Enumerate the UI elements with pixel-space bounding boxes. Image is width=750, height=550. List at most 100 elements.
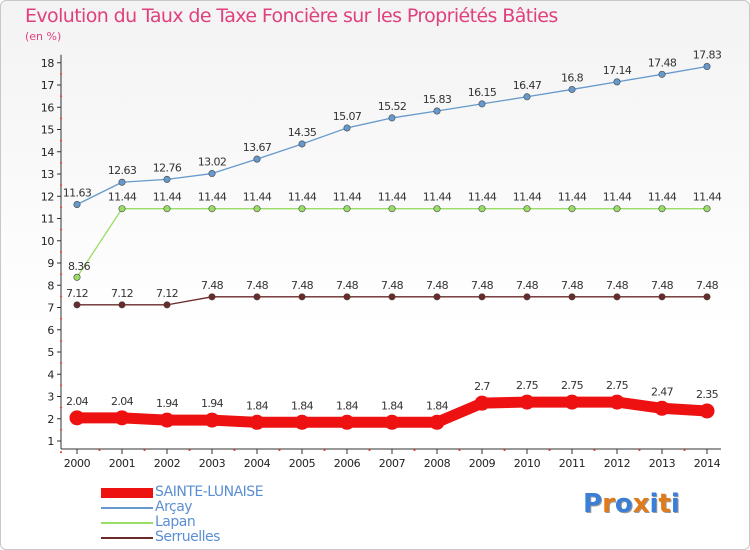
data-point (703, 293, 711, 301)
y-tick-label: 14 (41, 146, 55, 159)
legend-label: SAINTE-LUNAISE (155, 484, 264, 500)
data-point (163, 301, 171, 309)
data-label: 11.44 (108, 191, 137, 204)
data-point (523, 93, 531, 101)
data-point (118, 205, 126, 213)
y-tick-label: 16 (41, 101, 55, 114)
data-point (429, 414, 445, 430)
y-minor-dot (60, 139, 62, 142)
logo-letter: i (649, 489, 659, 519)
data-point (388, 205, 396, 213)
data-point (208, 293, 216, 301)
legend-swatch (101, 537, 153, 539)
data-point (474, 395, 490, 411)
y-minor-dot (60, 428, 62, 431)
data-label: 11.44 (333, 191, 362, 204)
x-tick-label: 2003 (199, 457, 226, 470)
y-minor-dot (60, 206, 62, 209)
y-minor-dot (60, 317, 62, 320)
y-tick-label: 12 (41, 190, 54, 203)
x-minor-dot (278, 449, 281, 451)
data-point (654, 400, 670, 416)
y-minor-dot (60, 250, 62, 253)
x-minor-dot (503, 449, 506, 451)
data-point (609, 394, 625, 410)
y-tick-label: 11 (41, 213, 54, 226)
data-label: 1.84 (381, 399, 404, 412)
logo-letter: o (614, 489, 633, 519)
data-label: 17.14 (603, 64, 632, 77)
data-label: 2.04 (111, 395, 134, 408)
data-point (388, 293, 396, 301)
logo-letter: x (632, 489, 650, 519)
y-tick-label: 10 (41, 235, 55, 248)
y-tick-label: 8 (47, 279, 54, 292)
data-point (343, 205, 351, 213)
data-label: 7.48 (696, 279, 719, 292)
data-point (658, 293, 666, 301)
data-point (208, 170, 216, 178)
data-label: 15.52 (378, 100, 407, 113)
data-label: 11.44 (603, 191, 632, 204)
data-label: 11.44 (378, 191, 407, 204)
x-tick-label: 2004 (244, 457, 271, 470)
data-label: 1.84 (426, 399, 449, 412)
data-point (703, 205, 711, 213)
data-point (163, 175, 171, 183)
y-tick-label: 18 (41, 57, 55, 70)
y-tick-label: 17 (41, 79, 55, 92)
legend-label: Serruelles (155, 529, 220, 545)
data-point (658, 205, 666, 213)
data-label: 7.48 (516, 279, 539, 292)
x-minor-dot (458, 449, 461, 451)
data-label: 12.63 (108, 164, 137, 177)
data-label: 7.48 (201, 279, 224, 292)
data-label: 2.7 (474, 380, 490, 393)
data-point (384, 414, 400, 430)
x-minor-dot (413, 449, 416, 451)
data-label: 1.94 (201, 397, 224, 410)
data-label: 17.83 (693, 49, 722, 62)
x-tick-label: 2009 (469, 457, 496, 470)
data-point (699, 403, 715, 419)
data-label: 11.44 (153, 191, 182, 204)
series-line-arçay (76, 65, 708, 206)
data-point (433, 205, 441, 213)
y-tick-label: 1 (47, 435, 54, 448)
x-minor-dot (638, 449, 641, 451)
x-tick-label: 2001 (109, 457, 135, 470)
data-label: 2.04 (66, 395, 89, 408)
data-point (73, 200, 81, 208)
data-point (73, 301, 81, 309)
y-tick-label: 2 (47, 413, 54, 426)
x-minor-dot (143, 449, 146, 451)
data-point (568, 85, 576, 93)
y-minor-dot (60, 117, 62, 120)
data-point (249, 414, 265, 430)
y-minor-dot (60, 406, 62, 409)
y-minor-dot (60, 339, 62, 342)
x-minor-dot (548, 449, 551, 451)
data-label: 7.48 (606, 279, 629, 292)
data-label: 11.44 (693, 191, 722, 204)
x-tick-label: 2014 (694, 457, 721, 470)
legend-label: Arçay (155, 499, 193, 515)
data-label: 7.48 (471, 279, 494, 292)
data-point (69, 410, 85, 426)
y-minor-dot (60, 295, 62, 298)
y-tick-label: 6 (47, 324, 54, 337)
data-point (658, 70, 666, 78)
data-label: 17.48 (648, 56, 677, 69)
y-minor-dot (60, 362, 62, 365)
chart-title: Evolution du Taux de Taxe Foncière sur l… (25, 5, 558, 27)
x-tick-label: 2013 (649, 457, 676, 470)
data-label: 11.44 (468, 191, 497, 204)
data-label: 1.84 (291, 399, 314, 412)
y-tick-label: 5 (47, 346, 54, 359)
data-label: 16.8 (561, 71, 584, 84)
data-point (478, 293, 486, 301)
x-tick-label: 2006 (334, 457, 361, 470)
data-label: 11.44 (513, 191, 542, 204)
